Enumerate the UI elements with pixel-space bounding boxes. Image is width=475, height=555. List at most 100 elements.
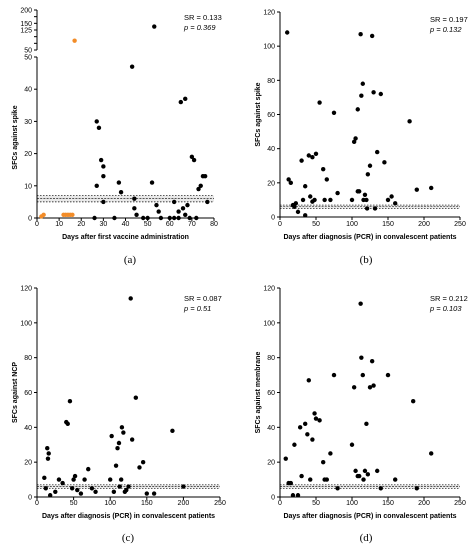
data-point: [317, 418, 322, 423]
data-point: [331, 372, 337, 378]
data-point: [187, 215, 192, 221]
data-point: [288, 180, 293, 186]
data-point: [429, 451, 434, 456]
data-point: [93, 489, 98, 494]
data-point: [158, 215, 164, 221]
data-point: [176, 209, 181, 214]
spearman-r-label: SR = 0.212: [430, 294, 468, 303]
data-point: [98, 157, 104, 163]
data-point: [310, 199, 315, 204]
data-point: [117, 484, 122, 489]
data-point: [303, 213, 308, 218]
data-point: [124, 487, 129, 493]
data-point: [362, 468, 368, 474]
data-point: [382, 160, 387, 165]
data-point: [72, 38, 77, 43]
data-point: [141, 215, 146, 221]
data-point: [96, 125, 102, 131]
data-point: [101, 199, 106, 205]
data-point: [94, 183, 99, 188]
data-point: [357, 473, 362, 479]
spearman-r-label: SR = 0.197: [430, 15, 468, 24]
data-point: [119, 425, 125, 430]
data-point: [180, 206, 186, 211]
data-point: [126, 484, 131, 489]
data-point: [414, 187, 419, 192]
spearman-r-label: SR = 0.133: [184, 13, 222, 22]
data-point: [60, 480, 65, 486]
data-point: [362, 192, 368, 197]
y-tick-label: 120: [263, 286, 275, 293]
data-point: [69, 486, 75, 491]
data-point: [149, 180, 155, 185]
data-point: [371, 383, 376, 388]
data-point: [196, 186, 201, 192]
data-point: [360, 372, 365, 378]
data-point: [295, 209, 301, 215]
p-value-label: p = 0.103: [429, 304, 462, 313]
data-point: [72, 473, 78, 479]
data-point: [306, 153, 311, 158]
data-point: [132, 206, 137, 211]
y-tick-label-upper: 50: [24, 48, 32, 55]
data-point: [46, 451, 51, 456]
data-point: [205, 199, 210, 205]
data-point: [364, 197, 369, 203]
data-point: [43, 486, 48, 491]
data-point: [378, 486, 383, 491]
data-point: [128, 296, 133, 301]
data-point: [367, 385, 373, 390]
data-point: [185, 202, 190, 208]
data-point: [288, 480, 293, 486]
data-point: [145, 215, 150, 221]
data-point: [349, 197, 355, 203]
data-point: [121, 430, 126, 435]
data-point: [129, 64, 135, 69]
data-point: [367, 163, 373, 168]
data-point: [359, 355, 364, 360]
x-tick-label: 250: [454, 500, 466, 507]
data-point: [170, 428, 175, 434]
data-point: [365, 172, 371, 177]
x-tick-label: 80: [210, 221, 218, 228]
data-point: [140, 459, 146, 465]
data-point: [365, 472, 371, 477]
panel-d: 0 50 100 150 200 250 0 20 40 60 80 100 120 SFCs again…: [255, 286, 468, 545]
data-point: [65, 421, 70, 427]
data-point: [109, 433, 114, 439]
data-point: [313, 151, 319, 156]
y-tick-label-upper: 150: [20, 21, 32, 28]
data-point: [113, 463, 119, 468]
y-tick-label: 60: [267, 112, 275, 119]
data-point: [116, 440, 122, 446]
data-point: [171, 215, 177, 221]
data-point: [385, 197, 391, 203]
data-point: [360, 81, 365, 86]
spearman-r-label: SR = 0.087: [184, 294, 222, 303]
x-axis-label: Days after diagnosis (PCR) in convalesce…: [42, 513, 215, 520]
data-point: [310, 437, 315, 442]
x-tick-label: 40: [122, 221, 130, 228]
p-value-label: p = 0.369: [183, 23, 216, 32]
y-tick-label: 40: [267, 146, 275, 153]
data-point: [181, 484, 186, 489]
x-tick-label: 0: [278, 221, 282, 228]
data-point: [86, 466, 91, 472]
data-point: [108, 477, 113, 482]
y-tick-label: 60: [24, 390, 32, 397]
x-tick-label: 150: [382, 500, 394, 507]
x-tick-label: 30: [99, 221, 107, 228]
data-point: [53, 489, 58, 494]
panel-label: (b): [360, 254, 373, 266]
data-point: [154, 202, 159, 208]
data-point: [322, 197, 327, 203]
data-point: [321, 166, 326, 172]
y-tick-label: 40: [24, 425, 32, 432]
data-point: [75, 487, 80, 493]
data-point: [328, 451, 333, 456]
data-point: [94, 119, 99, 124]
data-point: [429, 185, 434, 191]
data-point: [324, 477, 329, 482]
data-point: [331, 110, 337, 115]
